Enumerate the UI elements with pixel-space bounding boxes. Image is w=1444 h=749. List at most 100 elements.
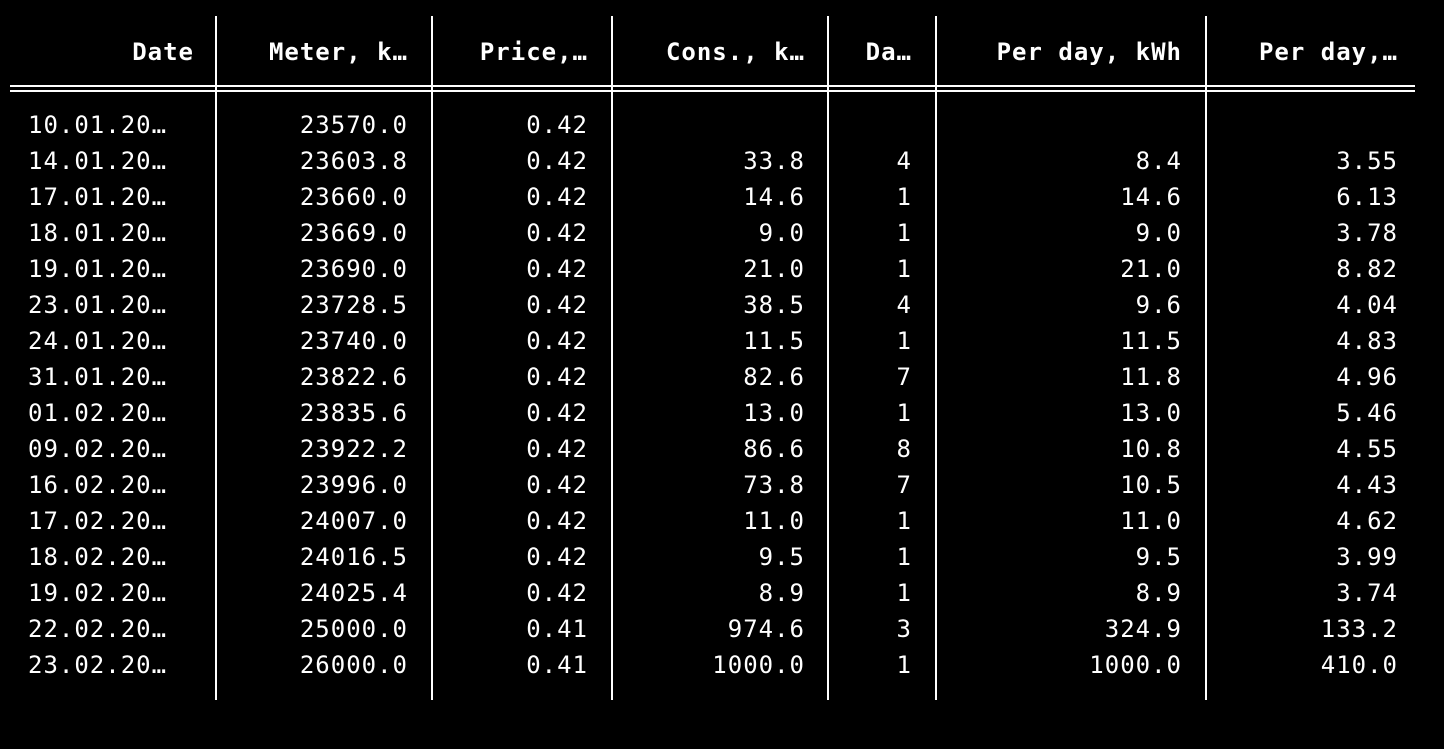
consumption-cell: 86.6 [743,435,805,463]
header-date[interactable]: Date [132,38,194,66]
per-day-kwh-cell: 8.9 [1135,579,1182,607]
per-day-cost-cell: 3.78 [1336,219,1398,247]
date-cell: 10.01.20… [28,111,168,139]
meter-cell: 23603.8 [299,147,408,175]
date-cell: 24.01.20… [28,327,168,355]
consumption-cell: 8.9 [758,579,805,607]
days-cell: 1 [896,219,912,247]
per-day-kwh-cell: 11.0 [1120,507,1182,535]
per-day-cost-cell: 6.13 [1336,183,1398,211]
table-row: 09.02.20… 23922.2 0.42 86.6 8 10.8 4.55 [0,431,1444,467]
consumption-cell: 13.0 [743,399,805,427]
price-cell: 0.42 [526,543,588,571]
header-meter[interactable]: Meter, k… [268,38,408,66]
table-header: Date Meter, k… Price,… Cons., k… Da… Per… [0,34,1444,70]
column-separator [611,16,613,700]
meter-cell: 23669.0 [299,219,408,247]
price-cell: 0.42 [526,291,588,319]
per-day-kwh-cell: 11.5 [1120,327,1182,355]
date-cell: 17.02.20… [28,507,168,535]
consumption-cell [635,107,805,143]
per-day-kwh-cell: 21.0 [1120,255,1182,283]
meter-cell: 23740.0 [299,327,408,355]
price-cell: 0.41 [526,651,588,679]
meter-cell: 23690.0 [299,255,408,283]
table-row: 23.01.20… 23728.5 0.42 38.5 4 9.6 4.04 [0,287,1444,323]
price-cell: 0.42 [526,255,588,283]
consumption-cell: 82.6 [743,363,805,391]
table-row: 17.02.20… 24007.0 0.42 11.0 1 11.0 4.62 [0,503,1444,539]
price-cell: 0.41 [526,615,588,643]
days-cell: 1 [896,327,912,355]
per-day-cost-cell: 5.46 [1336,399,1398,427]
per-day-cost-cell: 3.99 [1336,543,1398,571]
date-cell: 09.02.20… [28,435,168,463]
date-cell: 01.02.20… [28,399,168,427]
days-cell: 1 [896,255,912,283]
consumption-cell: 33.8 [743,147,805,175]
meter-cell: 24016.5 [299,543,408,571]
header-divider [10,90,1415,92]
header-price[interactable]: Price,… [479,38,588,66]
table-row: 16.02.20… 23996.0 0.42 73.8 7 10.5 4.43 [0,467,1444,503]
price-cell: 0.42 [526,183,588,211]
consumption-cell: 14.6 [743,183,805,211]
per-day-kwh-cell: 11.8 [1120,363,1182,391]
consumption-cell: 38.5 [743,291,805,319]
per-day-cost-cell: 3.55 [1336,147,1398,175]
table-row: 18.01.20… 23669.0 0.42 9.0 1 9.0 3.78 [0,215,1444,251]
column-separator [827,16,829,700]
price-cell: 0.42 [526,327,588,355]
column-separator [215,16,217,700]
header-consumption[interactable]: Cons., k… [665,38,805,66]
per-day-cost-cell: 3.74 [1336,579,1398,607]
per-day-cost-cell: 133.2 [1320,615,1398,643]
consumption-cell: 11.0 [743,507,805,535]
days-cell: 4 [896,291,912,319]
meter-cell: 26000.0 [299,651,408,679]
meter-cell: 23996.0 [299,471,408,499]
days-cell: 8 [896,435,912,463]
per-day-kwh-cell: 10.8 [1120,435,1182,463]
price-cell: 0.42 [526,507,588,535]
date-cell: 31.01.20… [28,363,168,391]
date-cell: 19.01.20… [28,255,168,283]
days-cell: 1 [896,183,912,211]
table-row: 23.02.20… 26000.0 0.41 1000.0 1 1000.0 410.0 [0,647,1444,683]
per-day-kwh-cell: 14.6 [1120,183,1182,211]
days-cell: 7 [896,363,912,391]
days-cell: 7 [896,471,912,499]
date-cell: 18.01.20… [28,219,168,247]
price-cell: 0.42 [526,147,588,175]
consumption-cell: 9.0 [758,219,805,247]
price-cell: 0.42 [526,471,588,499]
consumption-cell: 73.8 [743,471,805,499]
column-separator [1205,16,1207,700]
days-cell: 1 [896,651,912,679]
price-cell: 0.42 [526,219,588,247]
days-cell [850,107,912,143]
header-per-day-kwh[interactable]: Per day, kWh [996,38,1182,66]
date-cell: 19.02.20… [28,579,168,607]
per-day-cost-cell: 4.62 [1336,507,1398,535]
days-cell: 4 [896,147,912,175]
header-days[interactable]: Da… [865,38,912,66]
per-day-cost-cell: 4.83 [1336,327,1398,355]
days-cell: 1 [896,399,912,427]
date-cell: 23.02.20… [28,651,168,679]
column-separator [431,16,433,700]
per-day-kwh-cell: 9.6 [1135,291,1182,319]
meter-cell: 23822.6 [299,363,408,391]
table-row: 24.01.20… 23740.0 0.42 11.5 1 11.5 4.83 [0,323,1444,359]
price-cell: 0.42 [526,399,588,427]
meter-cell: 24007.0 [299,507,408,535]
per-day-kwh-cell: 324.9 [1104,615,1182,643]
header-per-day-cost[interactable]: Per day,… [1258,38,1398,66]
meter-cell: 23835.6 [299,399,408,427]
per-day-kwh-cell: 9.0 [1135,219,1182,247]
per-day-cost-cell [1228,107,1398,143]
date-cell: 23.01.20… [28,291,168,319]
per-day-cost-cell: 410.0 [1320,651,1398,679]
meter-cell: 23660.0 [299,183,408,211]
